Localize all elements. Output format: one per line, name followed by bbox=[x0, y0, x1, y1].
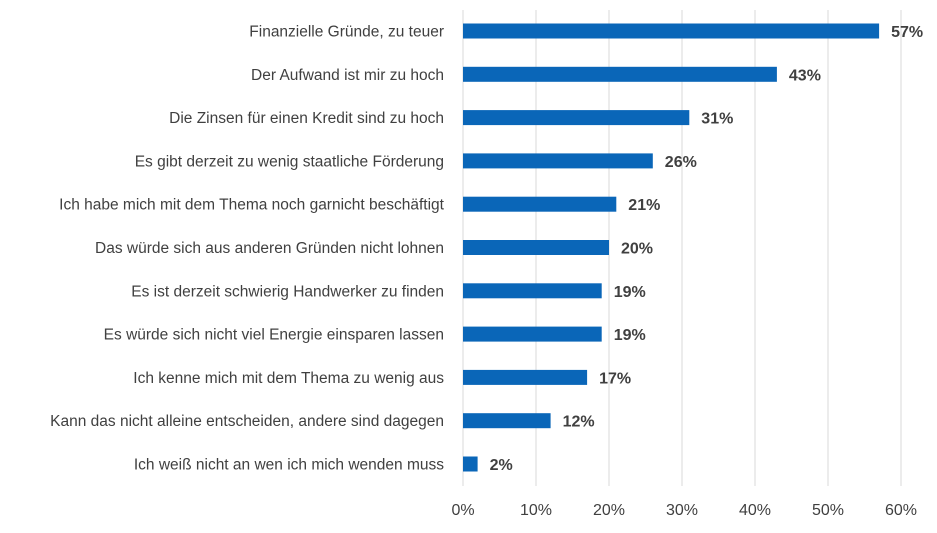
x-axis-tick-labels: 0% 10% 20% 30% 40% 50% 60% bbox=[451, 502, 917, 519]
data-label: 19% bbox=[614, 284, 646, 301]
category-label: Es ist derzeit schwierig Handwerker zu f… bbox=[131, 283, 444, 300]
bar bbox=[463, 240, 609, 255]
category-label: Die Zinsen für einen Kredit sind zu hoch bbox=[169, 110, 444, 127]
x-tick-label: 60% bbox=[885, 502, 917, 519]
category-label: Ich kenne mich mit dem Thema zu wenig au… bbox=[133, 370, 444, 387]
bar bbox=[463, 326, 602, 342]
category-label: Es würde sich nicht viel Energie einspar… bbox=[104, 327, 444, 344]
category-label: Kann das nicht alleine entscheiden, ande… bbox=[50, 413, 444, 430]
category-label: Ich weiß nicht an wen ich mich wenden mu… bbox=[134, 457, 444, 474]
x-tick-label: 40% bbox=[739, 502, 771, 519]
bar bbox=[463, 153, 653, 169]
data-label: 2% bbox=[490, 457, 513, 474]
category-label: Finanzielle Gründe, zu teuer bbox=[249, 24, 444, 41]
data-label: 19% bbox=[614, 327, 646, 344]
category-label: Es gibt derzeit zu wenig staatliche Förd… bbox=[135, 153, 444, 170]
bar bbox=[463, 110, 690, 126]
data-label: 21% bbox=[628, 197, 660, 214]
data-label: 12% bbox=[563, 414, 595, 431]
x-tick-label: 50% bbox=[812, 502, 844, 519]
x-tick-label: 0% bbox=[451, 502, 474, 519]
data-label: 20% bbox=[621, 241, 653, 258]
data-label: 17% bbox=[599, 370, 631, 387]
bar bbox=[463, 66, 777, 82]
data-label: 26% bbox=[665, 154, 697, 171]
bars bbox=[463, 23, 880, 472]
bar bbox=[463, 23, 880, 39]
x-tick-label: 20% bbox=[593, 502, 625, 519]
x-tick-label: 30% bbox=[666, 502, 698, 519]
category-label: Der Aufwand ist mir zu hoch bbox=[251, 67, 444, 84]
category-label: Ich habe mich mit dem Thema noch garnich… bbox=[59, 197, 445, 214]
bar bbox=[463, 283, 602, 299]
data-labels: 57% 43% 31% 26% 21% 20% 19% 19% 17% 12% 2% bbox=[490, 24, 924, 474]
bar bbox=[463, 413, 551, 429]
bar bbox=[463, 456, 478, 472]
data-label: 43% bbox=[789, 67, 821, 84]
bar bbox=[463, 196, 617, 212]
data-label: 57% bbox=[891, 24, 923, 41]
category-labels: Finanzielle Gründe, zu teuer Der Aufwand … bbox=[50, 24, 445, 474]
x-tick-label: 10% bbox=[520, 502, 552, 519]
bar bbox=[463, 369, 588, 385]
data-label: 31% bbox=[701, 111, 733, 128]
category-label: Das würde sich aus anderen Gründen nicht… bbox=[95, 240, 444, 257]
